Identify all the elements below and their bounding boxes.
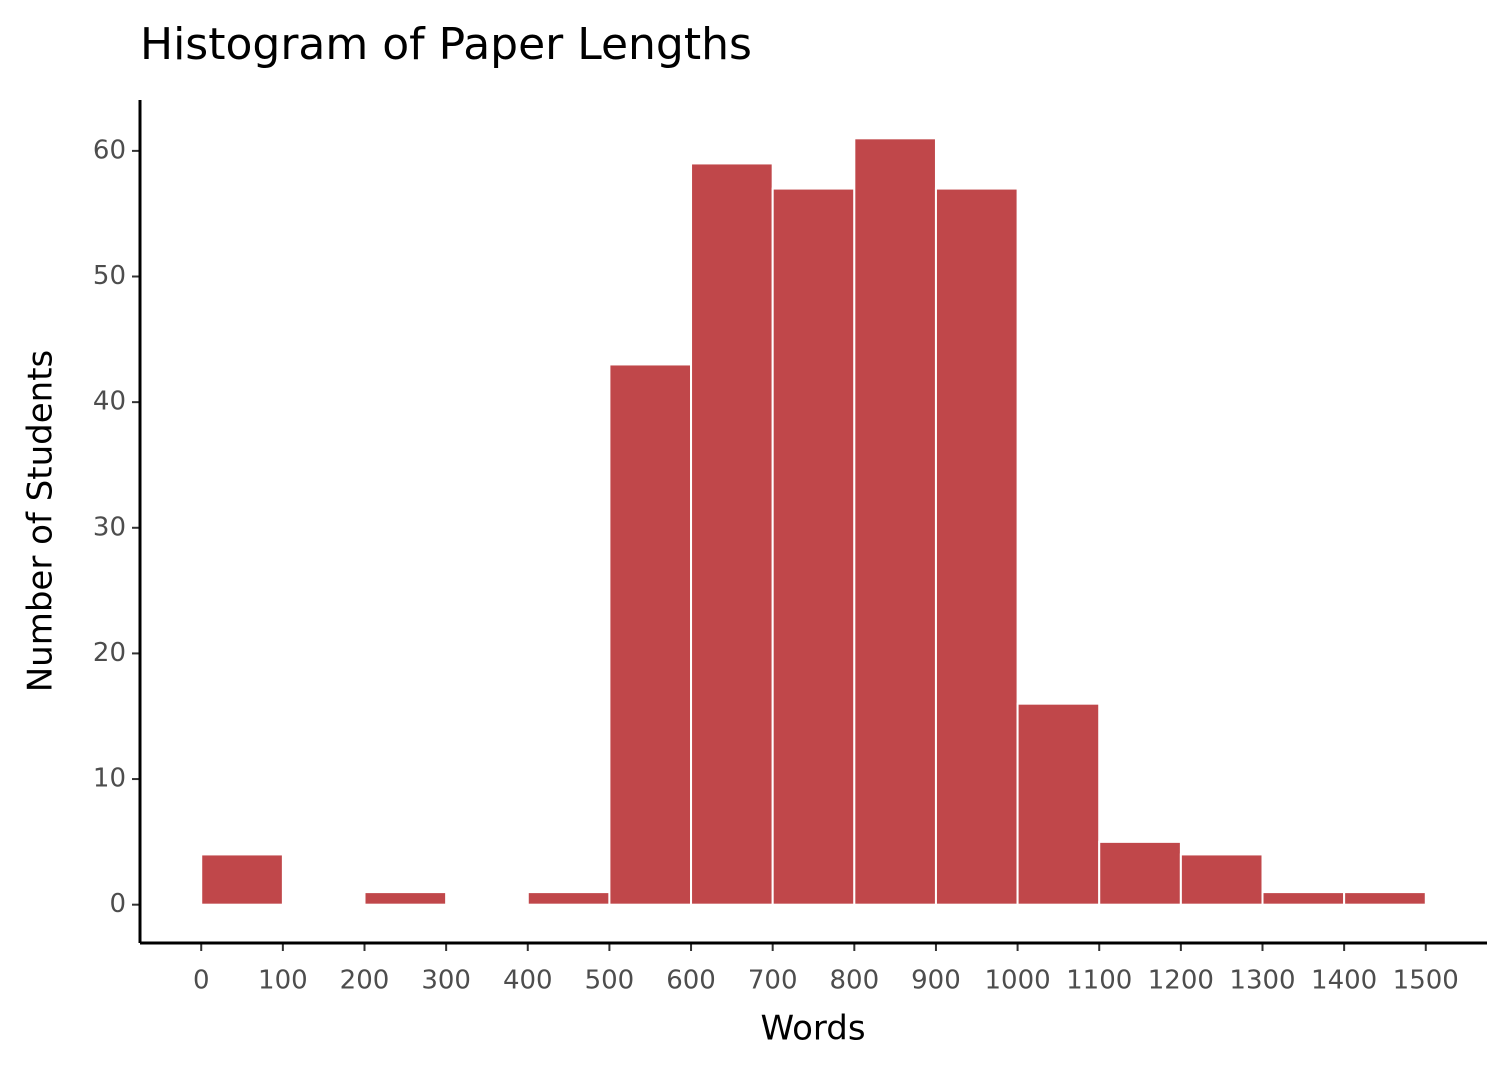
x-tick-label: 1300 [1229, 966, 1295, 996]
x-tick-label: 0 [193, 966, 210, 996]
x-tick-label: 1000 [985, 966, 1051, 996]
bar [363, 891, 448, 906]
bar [1016, 702, 1101, 906]
x-tick-label: 1500 [1393, 966, 1459, 996]
y-tick-label: 40 [93, 387, 126, 417]
bar [1261, 891, 1346, 906]
bar [853, 137, 937, 906]
bar [200, 853, 284, 906]
x-tick-label: 700 [748, 966, 798, 996]
y-tick-label: 10 [93, 764, 126, 794]
bar [1343, 891, 1427, 906]
chart-title: Histogram of Paper Lengths [140, 19, 752, 70]
x-tick-label: 200 [340, 966, 390, 996]
bar [771, 187, 856, 906]
bar [690, 162, 774, 906]
x-tick-label: 800 [829, 966, 879, 996]
x-axis-label: Words [760, 1009, 865, 1049]
y-tick-label: 20 [93, 638, 126, 668]
y-tick-label: 60 [93, 135, 126, 165]
x-tick-label: 100 [258, 966, 308, 996]
y-axis-label: Number of Students [21, 350, 61, 693]
x-tick-label: 900 [911, 966, 961, 996]
x-tick-label: 1400 [1311, 966, 1377, 996]
x-tick-label: 1200 [1148, 966, 1214, 996]
y-tick-label: 50 [93, 261, 126, 291]
bar [526, 891, 611, 906]
x-tick-label: 500 [585, 966, 635, 996]
bar [1179, 853, 1264, 906]
x-tick-label: 400 [503, 966, 553, 996]
bar [1098, 840, 1182, 906]
x-tick-label: 600 [666, 966, 716, 996]
bar [934, 187, 1019, 906]
x-tick-label: 300 [421, 966, 471, 996]
x-tick-label: 1100 [1066, 966, 1132, 996]
y-tick-label: 30 [93, 512, 126, 542]
y-tick-label: 0 [109, 889, 126, 919]
bar [608, 363, 693, 906]
